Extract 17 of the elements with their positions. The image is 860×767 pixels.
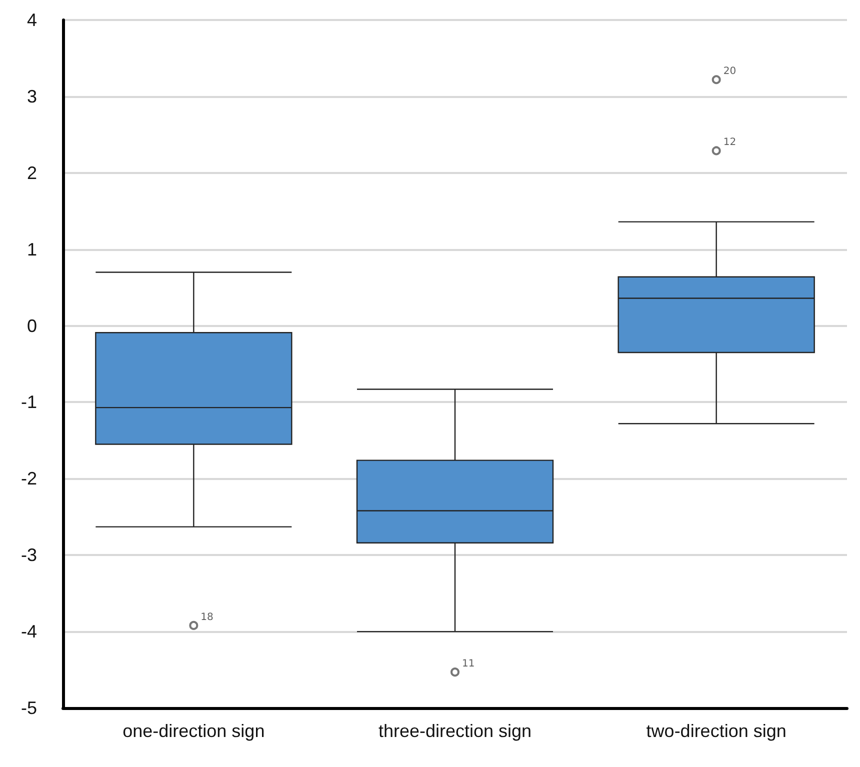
x-tick-label: three-direction sign — [378, 721, 532, 741]
y-tick-label: -1 — [20, 392, 37, 412]
x-tick-label: one-direction sign — [122, 721, 265, 741]
x-tick-label: two-direction sign — [646, 721, 786, 741]
y-tick-label: 4 — [26, 10, 37, 30]
annotation: 20 — [723, 66, 736, 78]
annotation: 12 — [723, 137, 736, 148]
y-tick-label: 0 — [26, 316, 37, 336]
y-tick-label: -4 — [20, 622, 37, 642]
y-tick-label: 3 — [26, 86, 37, 106]
annotation: 18 — [200, 612, 214, 623]
y-tick-label: -2 — [20, 468, 37, 489]
y-tick-label: -5 — [20, 698, 37, 718]
annotation: 11 — [462, 658, 475, 670]
y-tick-label: 1 — [26, 239, 37, 260]
y-tick-label: -3 — [20, 545, 37, 566]
y-tick-label: 2 — [26, 162, 37, 183]
